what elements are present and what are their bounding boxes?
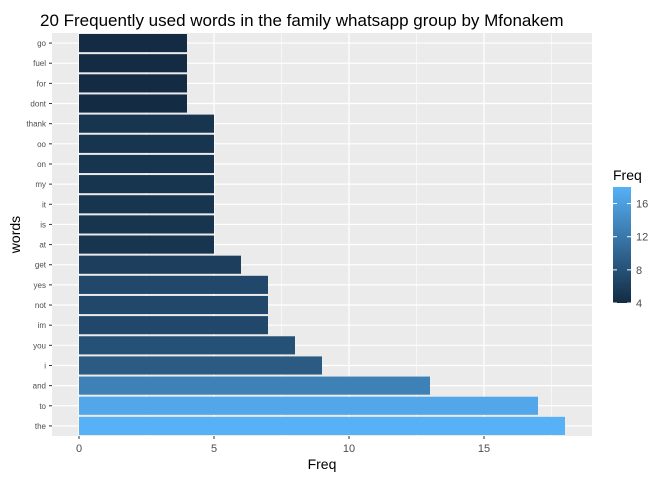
y-axis-label: words [7,216,23,254]
y-tick-label-is: is [40,220,46,229]
y-tick-label-you: you [33,341,46,350]
bar-it [79,195,214,214]
y-tick-label-im: im [38,321,47,330]
bar-i [79,356,322,375]
bar-for [79,74,187,93]
legend-title: Freq [613,167,642,183]
legend: Freq 4 8 12 16 [613,167,648,310]
y-tick-label-at: at [39,241,46,250]
y-tick-label-get: get [35,261,47,270]
y-tick-label-and: and [33,382,46,391]
bar-im [79,316,268,335]
chart-title: 20 Frequently used words in the family w… [40,11,564,30]
bar-go [79,34,187,53]
bar-the [79,416,565,435]
bar-oo [79,134,214,153]
y-tick-label-the: the [35,422,47,431]
y-tick-label-fuel: fuel [33,59,46,68]
x-tick-label: 0 [76,443,82,455]
bar-not [79,295,268,315]
y-tick-label-my: my [35,180,46,189]
legend-colorbar [613,187,631,303]
x-tick-label: 5 [211,443,217,455]
y-tick-label-for: for [37,79,47,88]
y-tick-label-to: to [39,402,46,411]
y-tick-label-on: on [37,160,46,169]
y-tick-label-dont: dont [30,100,46,109]
bar-get [79,255,241,274]
bar-yes [79,275,268,294]
y-tick-label-oo: oo [37,140,46,149]
bar-fuel [79,54,187,73]
bar-dont [79,94,187,113]
legend-ticks: 4 8 12 16 [613,199,648,310]
x-tick-label: 15 [478,443,490,455]
bar-to [79,396,538,415]
bar-on [79,154,214,174]
bar-thank [79,114,214,133]
bar-my [79,175,214,194]
x-axis-label: Freq [308,456,337,472]
bar-you [79,336,295,355]
y-tick-label-go: go [37,39,46,48]
axes: the to and i you im not yes get at is it my on oo thank… [26,39,490,455]
legend-tick-label: 12 [636,232,648,244]
bar-and [79,376,430,395]
legend-tick-label: 8 [636,265,642,277]
x-tick-label: 10 [343,443,355,455]
y-tick-label-i: i [44,361,46,370]
y-tick-label-not: not [35,301,47,310]
bar-at [79,235,214,254]
legend-tick-label: 16 [636,199,648,211]
y-tick-label-it: it [42,200,47,209]
y-tick-label-yes: yes [34,281,46,290]
bars [79,34,565,435]
bar-is [79,215,214,234]
y-tick-label-thank: thank [26,120,47,129]
legend-tick-label: 4 [636,298,642,310]
plot-background [52,33,592,436]
